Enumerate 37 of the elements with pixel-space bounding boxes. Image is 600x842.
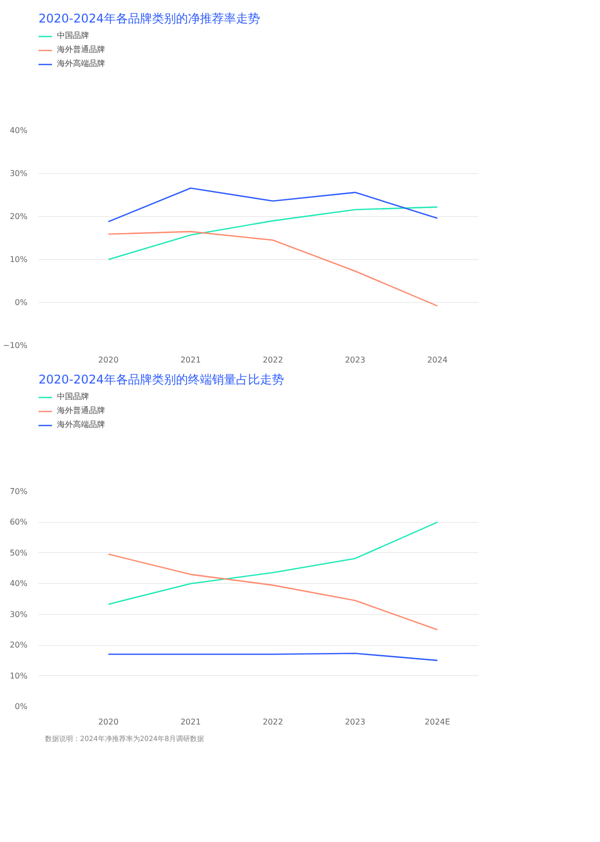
legend-label: 海外普通品牌 [57,405,105,416]
line-series [108,230,438,307]
x-tick-label: 2020 [98,718,119,726]
y-tick-label: 20% [10,640,28,650]
x-tick-label: 2023 [344,718,366,726]
y-tick-label: 10% [10,255,28,264]
x-tick-label: 2022 [262,356,284,364]
x-tick-label: 2021 [180,718,201,726]
legend-label: 中国品牌 [57,391,89,402]
y-tick-label: 50% [10,548,28,558]
x-tick-label: 2020 [98,356,119,364]
x-tick-label: 2021 [180,356,201,364]
y-tick-label: 0% [14,702,28,711]
y-tick-label: 60% [10,518,28,527]
y-tick-label: 40% [10,579,28,588]
legend-label: 中国品牌 [57,30,89,41]
line-series [108,187,438,222]
y-tick-label: 40% [10,126,28,135]
x-tick-label: 2024E [424,718,450,726]
legend-label: 海外高端品牌 [57,419,105,430]
y-tick-label: 0% [14,298,28,307]
y-tick-label: 70% [10,487,28,496]
y-tick-label: 30% [10,169,28,178]
x-tick-label: 2022 [262,718,284,726]
chart-title: 2020-2024年各品牌类别的终端销量占比走势 [38,372,284,386]
chart-title: 2020-2024年各品牌类别的净推荐率走势 [38,12,260,26]
line-series [108,554,438,630]
x-tick-label: 2024 [427,356,448,364]
x-tick-label: 2023 [344,356,366,364]
y-tick-label: 10% [10,671,28,680]
line-series [108,522,438,605]
legend-label: 海外高端品牌 [57,58,105,69]
y-tick-label: 30% [10,610,28,619]
y-tick-label: 20% [10,212,28,221]
legend-label: 海外普通品牌 [57,44,105,55]
y-tick-label: −10% [3,341,28,350]
line-series [108,206,438,260]
